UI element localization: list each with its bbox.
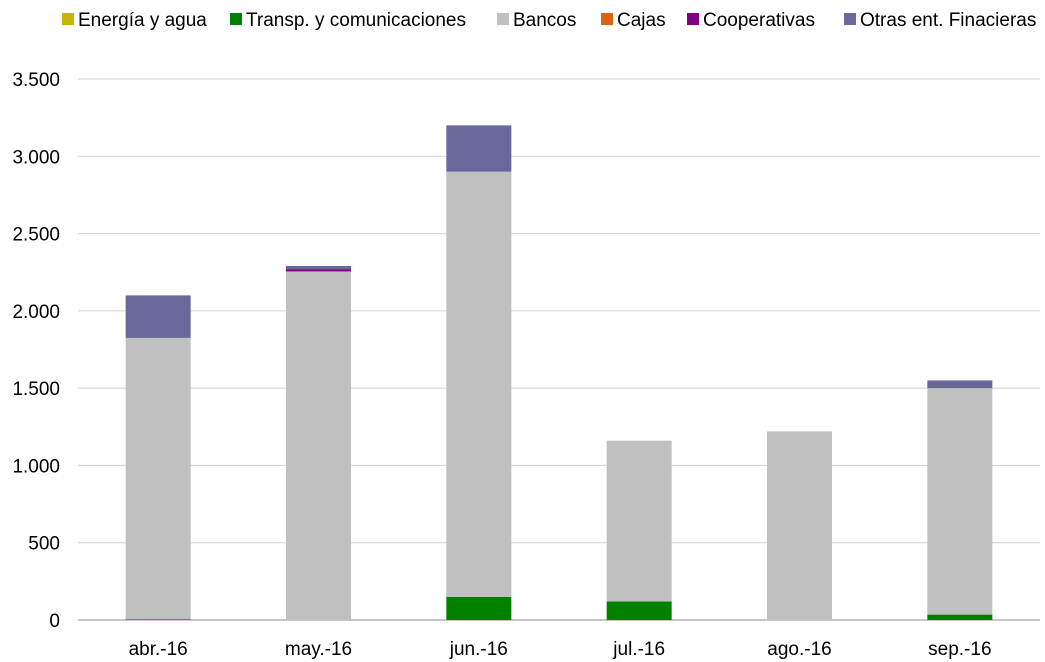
y-tick-label: 1.000 — [12, 456, 60, 477]
bar-segment — [286, 269, 351, 272]
x-tick-label: jul.-16 — [612, 639, 665, 660]
x-tick-label: ago.-16 — [767, 639, 831, 660]
legend-label: Transp. y comunicaciones — [246, 10, 466, 31]
legend: Energía y agua Transp. y comunicaciones Ba… — [62, 10, 1036, 31]
y-tick-label: 1.500 — [12, 379, 60, 400]
y-tick-label: 500 — [28, 534, 60, 555]
bar-segment — [606, 601, 672, 620]
legend-label: Bancos — [513, 10, 576, 31]
y-axis: 0 500 1.000 1.500 2.000 2.500 3.000 3.500 — [12, 70, 60, 632]
x-tick-label: abr.-16 — [129, 639, 188, 660]
x-tick-label: jun.-16 — [449, 639, 508, 660]
bar-segment — [446, 125, 512, 172]
legend-label: Energía y agua — [78, 10, 207, 31]
bar-segment — [125, 295, 191, 338]
bar-segment — [286, 266, 351, 270]
legend-swatch — [844, 13, 856, 25]
bar-segment — [286, 271, 351, 620]
legend-swatch — [687, 13, 699, 25]
bar-segment — [927, 380, 993, 389]
bar-segment — [446, 171, 512, 597]
legend-label: Cooperativas — [703, 10, 815, 31]
bar-segment — [927, 388, 993, 615]
x-tick-label: sep.-16 — [928, 639, 991, 660]
legend-swatch — [601, 13, 613, 25]
legend-label: Cajas — [617, 10, 666, 31]
x-axis: abr.-16 may.-16 jun.-16 jul.-16 ago.-16 sep.-… — [129, 639, 992, 660]
gridlines — [78, 78, 1040, 621]
y-tick-label: 2.000 — [12, 302, 60, 323]
bar-segment — [125, 619, 191, 620]
legend-label: Otras ent. Finacieras — [860, 10, 1036, 31]
bar-segment — [606, 440, 672, 602]
bar-segment — [927, 614, 993, 620]
bar-segment — [446, 596, 512, 620]
legend-swatch — [62, 13, 74, 25]
bars — [125, 125, 993, 620]
y-tick-label: 3.000 — [12, 147, 60, 168]
x-tick-label: may.-16 — [285, 639, 352, 660]
y-tick-label: 2.500 — [12, 225, 60, 246]
y-tick-label: 3.500 — [12, 70, 60, 91]
legend-swatch — [497, 13, 509, 25]
bar-segment — [767, 431, 832, 620]
bar-segment — [125, 337, 191, 620]
legend-swatch — [230, 13, 242, 25]
y-tick-label: 0 — [49, 611, 60, 632]
